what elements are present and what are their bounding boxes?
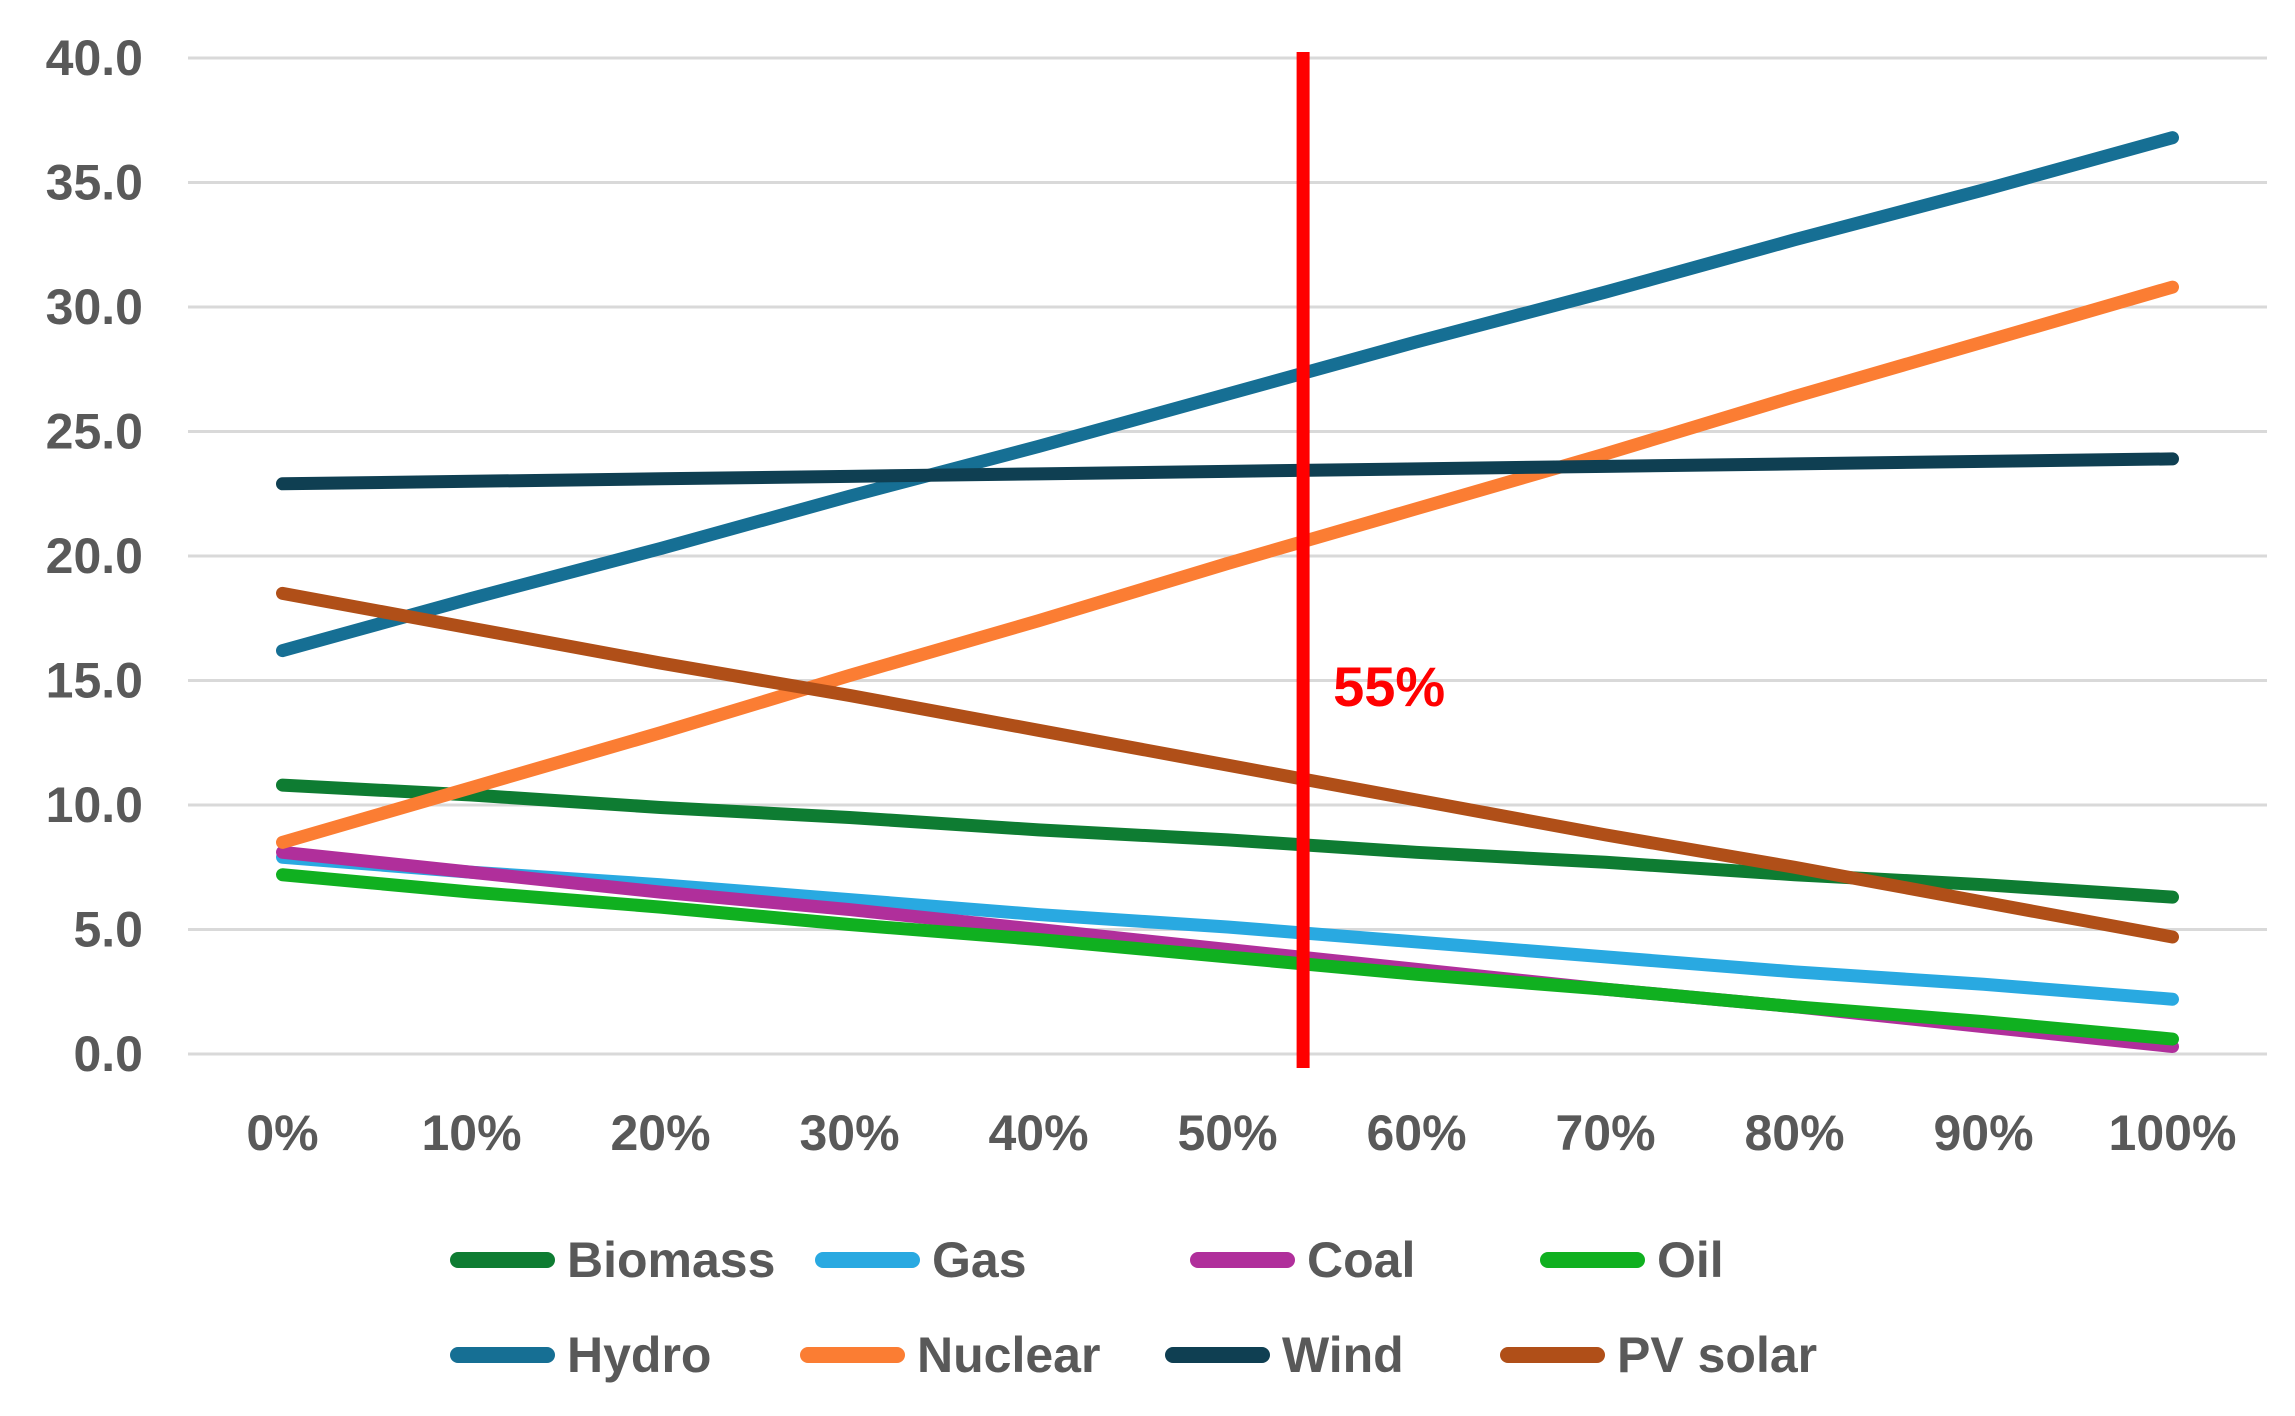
x-axis-tick-label: 80% [1744, 1105, 1844, 1161]
y-axis-tick-label: 25.0 [46, 404, 143, 460]
legend-swatch-nuclear [800, 1347, 905, 1363]
y-axis-tick-label: 0.0 [73, 1026, 143, 1082]
series-line-pv-solar [276, 586, 2179, 944]
y-axis-labels-group: 0.0 5.0 10.0 15.0 20.0 25.0 30.0 35.0 40.0 [46, 30, 143, 1082]
x-axis-tick-label: 30% [799, 1105, 899, 1161]
legend-label-wind: Wind [1282, 1327, 1404, 1383]
y-axis-tick-label: 40.0 [46, 30, 143, 86]
y-axis-tick-label: 5.0 [73, 902, 143, 958]
legend-label-gas: Gas [932, 1232, 1027, 1288]
legend-label-hydro: Hydro [567, 1327, 711, 1383]
x-axis-tick-label: 100% [2109, 1105, 2237, 1161]
y-axis-tick-label: 35.0 [46, 155, 143, 211]
legend-label-pv-solar: PV solar [1617, 1327, 1817, 1383]
legend-swatch-biomass [450, 1252, 555, 1268]
series-line-oil [276, 868, 2179, 1046]
legend-swatch-gas [815, 1252, 920, 1268]
legend-swatch-wind [1165, 1347, 1270, 1363]
legend-label-biomass: Biomass [567, 1232, 775, 1288]
x-axis-tick-label: 90% [1933, 1105, 2033, 1161]
legend-swatch-pv-solar [1500, 1347, 1605, 1363]
series-line-nuclear [276, 280, 2179, 849]
legend-swatch-coal [1190, 1252, 1295, 1268]
y-axis-tick-label: 15.0 [46, 653, 143, 709]
y-axis-tick-label: 10.0 [46, 777, 143, 833]
x-axis-tick-label: 20% [610, 1105, 710, 1161]
legend-group: Biomass Gas Coal Oil Hydro Nuclear Wind PV sola… [450, 1232, 1817, 1383]
legend-label-oil: Oil [1657, 1232, 1724, 1288]
x-axis-labels-group: 0% 10% 20% 30% 40% 50% 60% 70% 80% 90% 100% [246, 1105, 2236, 1161]
series-group [276, 131, 2179, 1054]
x-axis-tick-label: 40% [988, 1105, 1088, 1161]
annotation-label: 55% [1333, 655, 1445, 718]
x-axis-tick-label: 70% [1555, 1105, 1655, 1161]
legend-swatch-oil [1540, 1252, 1645, 1268]
y-axis-tick-label: 20.0 [46, 528, 143, 584]
annotation-group: 55% [1296, 52, 1445, 1068]
x-axis-tick-label: 60% [1366, 1105, 1466, 1161]
legend-swatch-hydro [450, 1347, 555, 1363]
series-line-hydro [276, 131, 2179, 658]
x-axis-tick-label: 10% [421, 1105, 521, 1161]
legend-label-coal: Coal [1307, 1232, 1415, 1288]
x-axis-tick-label: 50% [1177, 1105, 1277, 1161]
x-axis-tick-label: 0% [246, 1105, 318, 1161]
y-axis-tick-label: 30.0 [46, 279, 143, 335]
series-line-wind [276, 452, 2179, 491]
legend-label-nuclear: Nuclear [917, 1327, 1100, 1383]
